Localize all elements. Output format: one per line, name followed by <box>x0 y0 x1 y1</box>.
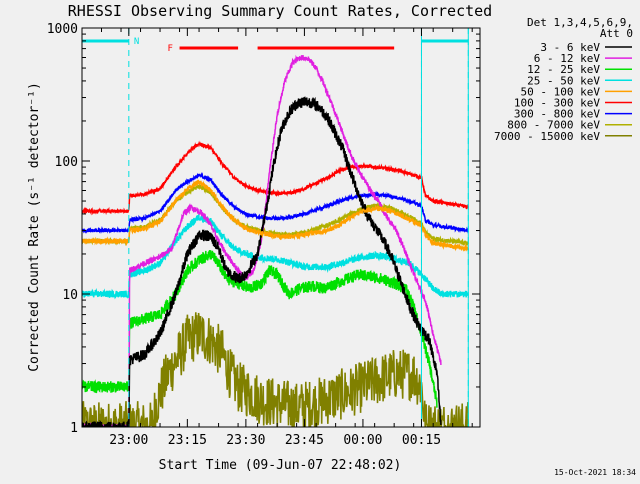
chart-title: RHESSI Observing Summary Count Rates, Co… <box>68 2 492 20</box>
series-line-8 <box>82 312 470 427</box>
y-axis: 1 10 100 1000 <box>47 22 480 436</box>
footer-date: 15-Oct-2021 18:34 <box>554 468 636 477</box>
legend-entry-label: 300 - 800 keV <box>514 108 600 121</box>
plot-frame <box>81 27 481 428</box>
x-tick-label: 00:00 <box>343 433 382 448</box>
legend-entry-label: 50 - 100 keV <box>521 85 601 98</box>
series-line-6 <box>82 171 469 234</box>
x-tick-label: 23:00 <box>109 433 148 448</box>
x-axis: 23:00 23:15 23:30 23:45 00:00 00:15 <box>81 28 473 448</box>
x-tick-label: 23:15 <box>168 433 207 448</box>
legend-header-line-1: Det 1,3,4,5,6,9, <box>527 16 633 29</box>
y-tick-label: 1000 <box>47 22 78 37</box>
series-layer <box>82 54 470 427</box>
night-flag-label: N <box>134 37 139 47</box>
legend-header-line-2: Att 0 <box>600 27 633 40</box>
series-line-2 <box>82 250 438 408</box>
y-tick-label: 100 <box>55 155 78 170</box>
legend-entry-label: 7000 - 15000 keV <box>494 130 600 143</box>
overlay-layer: NF <box>82 28 469 427</box>
y-tick-label: 1 <box>70 421 78 436</box>
x-axis-label: Start Time (09-Jun-07 22:48:02) <box>159 458 402 473</box>
legend-entry-label: 25 - 50 keV <box>527 74 600 87</box>
series-line-4 <box>82 179 470 252</box>
legend-entry-label: 100 - 300 keV <box>514 97 600 110</box>
y-axis-label: Corrected Count Rate (s⁻¹ detector⁻¹) <box>27 82 42 372</box>
legend-entry-label: 12 - 25 keV <box>527 63 600 76</box>
x-tick-label: 23:30 <box>226 433 265 448</box>
x-tick-label: 00:15 <box>402 433 441 448</box>
legend-entry-label: 3 - 6 keV <box>540 41 600 54</box>
legend-entry-label: 6 - 12 keV <box>534 52 601 65</box>
series-line-1 <box>82 54 442 427</box>
y-tick-label: 10 <box>62 288 78 303</box>
flare-flag-label: F <box>168 44 173 54</box>
series-line-5 <box>82 140 470 216</box>
series-line-3 <box>82 214 470 300</box>
x-tick-label: 23:45 <box>285 433 324 448</box>
legend-entry-label: 800 - 7000 keV <box>507 119 600 132</box>
